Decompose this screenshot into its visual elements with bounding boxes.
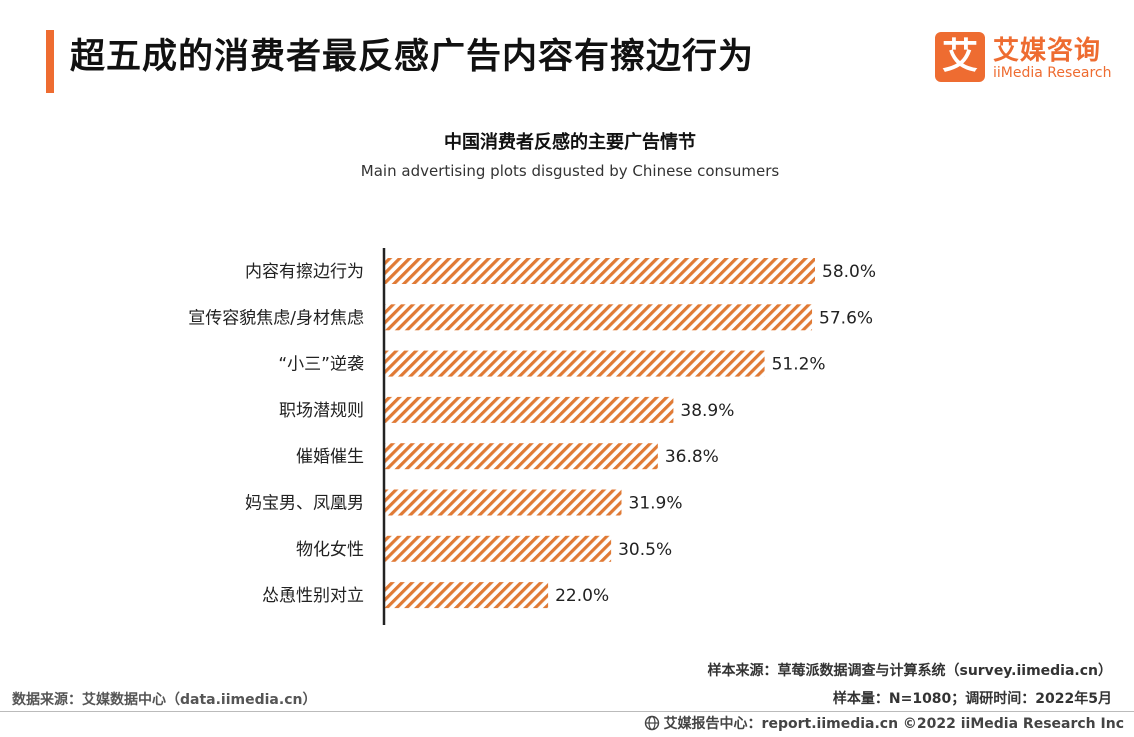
- brand-name-cn: 艾媒咨询: [993, 36, 1102, 66]
- value-label: 57.6%: [819, 308, 873, 328]
- chart-title: 中国消费者反感的主要广告情节: [444, 132, 696, 153]
- value-label: 22.0%: [555, 586, 609, 606]
- brand-logo: 艾 艾媒咨询 iiMedia Research: [935, 32, 1115, 84]
- value-label: 31.9%: [629, 494, 683, 514]
- bar: [385, 258, 815, 284]
- value-label: 51.2%: [772, 355, 826, 375]
- brand-mark-icon: 艾: [935, 32, 985, 82]
- footer-text: 艾媒报告中心：report.iimedia.cn ©2022 iiMedia R…: [663, 716, 1124, 732]
- page-title: 超五成的消费者最反感广告内容有擦边行为: [70, 37, 755, 77]
- category-label: 物化女性: [296, 540, 364, 560]
- bar: [385, 582, 549, 609]
- category-label: 职场潜规则: [279, 401, 364, 421]
- footer-divider: [0, 711, 1134, 712]
- bar: [385, 396, 674, 423]
- value-label: 58.0%: [822, 262, 876, 282]
- brand-name-en: iiMedia Research: [993, 65, 1112, 81]
- bar-chart: 内容有擦边行为 58.0% 宣传容貌焦虑/身材焦虑 57.6% “小三”逆袭 51.2% 职…: [188, 248, 876, 625]
- bar: [385, 535, 612, 562]
- globe-icon: [644, 715, 659, 731]
- bar: [385, 489, 622, 516]
- bar: [385, 443, 658, 470]
- value-label: 30.5%: [618, 540, 672, 560]
- chart-subtitle: Main advertising plots disgusted by Chin…: [360, 162, 780, 180]
- category-label: 妈宝男、凤凰男: [245, 494, 364, 514]
- bar: [385, 304, 813, 331]
- category-label: 催婚催生: [296, 447, 364, 467]
- category-label: 宣传容貌焦虑/身材焦虑: [188, 308, 364, 328]
- footer: 艾媒报告中心：report.iimedia.cn ©2022 iiMedia R…: [644, 713, 1124, 733]
- value-label: 36.8%: [665, 447, 719, 467]
- sample-source-note: 样本来源：草莓派数据调查与计算系统（survey.iimedia.cn）: [707, 663, 1112, 679]
- title-accent-bar: [46, 30, 54, 93]
- value-label: 38.9%: [680, 401, 734, 421]
- sample-size-note: 样本量：N=1080；调研时间：2022年5月: [832, 691, 1112, 707]
- category-label: 内容有擦边行为: [245, 262, 364, 282]
- bar: [385, 350, 765, 377]
- data-source-note: 数据来源：艾媒数据中心（data.iimedia.cn）: [12, 692, 317, 708]
- category-label: 怂恿性别对立: [262, 586, 364, 606]
- category-label: “小三”逆袭: [278, 355, 364, 375]
